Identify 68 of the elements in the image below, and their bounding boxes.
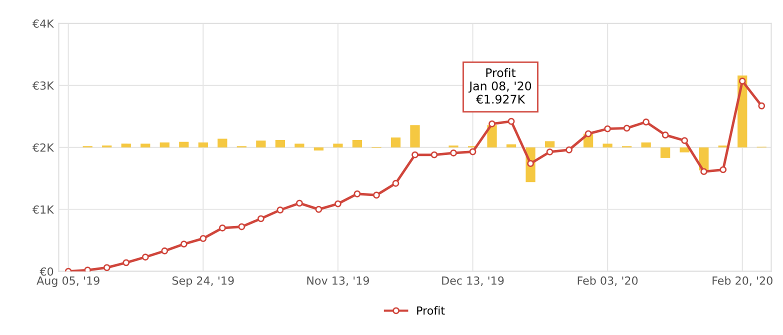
point [200, 235, 207, 242]
bar [314, 147, 324, 150]
point [700, 168, 708, 176]
point [566, 146, 573, 154]
y-tick-label: €2K [32, 143, 54, 152]
point [412, 151, 418, 158]
bar [294, 144, 304, 148]
point [276, 206, 284, 214]
y-tick-label: €4K [32, 19, 54, 28]
point [430, 151, 438, 158]
bar [179, 142, 189, 148]
x-tick-label: Nov 13, '19 [307, 276, 369, 286]
point [546, 148, 554, 156]
point [257, 215, 264, 222]
point [584, 130, 592, 138]
bar [352, 140, 362, 148]
x-tick-label: Aug 05, '19 [36, 276, 100, 287]
bar [256, 140, 266, 148]
point [392, 180, 400, 187]
point [373, 192, 380, 199]
point [527, 160, 534, 167]
point [142, 254, 149, 261]
point [354, 190, 361, 198]
point [161, 247, 168, 254]
point [720, 166, 727, 174]
x-tick-label: Feb 20, '20 [712, 276, 772, 286]
bar [602, 144, 612, 148]
point [238, 223, 246, 230]
bar [390, 137, 401, 148]
bar [680, 147, 690, 152]
bar [198, 142, 208, 148]
bar [121, 144, 131, 148]
bar [140, 144, 150, 148]
point [642, 118, 650, 126]
point [604, 125, 612, 132]
point [681, 137, 688, 144]
point [758, 102, 766, 110]
point [296, 200, 303, 207]
point [450, 150, 457, 156]
bar [333, 144, 343, 148]
point [623, 124, 630, 132]
point [315, 206, 322, 213]
point [103, 264, 110, 272]
x-tick-label: Sep 24, '19 [172, 276, 234, 287]
annotation: Profit Jan 08, '20 €1.927K [468, 68, 532, 104]
bar [506, 144, 516, 148]
y-tick-label: €0 [40, 267, 54, 276]
x-tick-label: Feb 03, '20 [578, 276, 638, 286]
bar [641, 142, 651, 148]
point [488, 120, 496, 128]
point [122, 259, 130, 266]
bar [660, 147, 670, 158]
point [180, 240, 188, 248]
point [334, 200, 342, 208]
point [662, 132, 669, 138]
point [469, 148, 476, 156]
point [508, 118, 515, 125]
legend-label: Profit [417, 306, 445, 315]
y-tick-label: €3K [32, 81, 54, 90]
bar [544, 141, 555, 148]
y-tick-label: €1K [32, 205, 54, 214]
bar [275, 140, 285, 148]
bar [218, 138, 228, 148]
point [218, 224, 226, 232]
bar [410, 125, 420, 148]
x-tick-label: Dec 13, '19 [442, 276, 504, 286]
bar [160, 142, 170, 148]
point [738, 78, 746, 85]
